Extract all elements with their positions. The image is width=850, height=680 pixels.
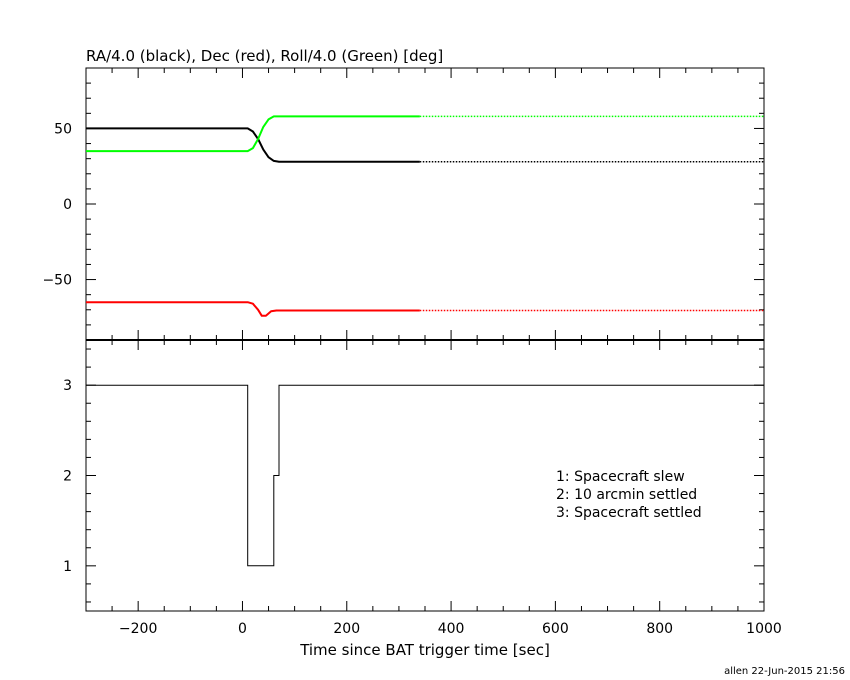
attitude-series bbox=[86, 115, 764, 317]
legend-slew: 1: Spacecraft slew bbox=[556, 469, 685, 485]
settle-step-line bbox=[86, 384, 764, 567]
settle-panel: 1 2 3 −200 0 200 400 600 800 1000 1: Spacecraft … bbox=[63, 339, 782, 659]
series-line-roll bbox=[86, 115, 420, 153]
settle-y-axis: 1 2 3 bbox=[63, 348, 764, 603]
y-tick-label: 0 bbox=[63, 197, 72, 213]
x-tick-label: 600 bbox=[542, 621, 569, 637]
y-tick-label: 50 bbox=[54, 121, 72, 137]
x-tick-label: 200 bbox=[333, 621, 360, 637]
y-tick-label: 3 bbox=[63, 378, 72, 394]
x-axis-label: Time since BAT trigger time [sec] bbox=[299, 641, 550, 659]
legend-10-arcmin: 2: 10 arcmin settled bbox=[556, 487, 697, 503]
x-tick-label: 1000 bbox=[746, 621, 782, 637]
series-line-ra bbox=[86, 127, 420, 163]
y-tick-label: 2 bbox=[63, 469, 72, 485]
x-tick-label: 0 bbox=[238, 621, 247, 637]
settle-x-axis: −200 0 200 400 600 800 1000 bbox=[111, 340, 782, 637]
series-line-dec bbox=[86, 301, 420, 317]
x-tick-label: 400 bbox=[438, 621, 465, 637]
y-tick-label: −50 bbox=[42, 273, 72, 289]
x-tick-label: −200 bbox=[119, 621, 157, 637]
legend-settled: 3: Spacecraft settled bbox=[556, 505, 702, 521]
footer-stamp: allen 22-Jun-2015 21:56 bbox=[724, 666, 845, 677]
settle-series bbox=[86, 384, 764, 567]
attitude-panel: RA/4.0 (black), Dec (red), Roll/4.0 (Gre… bbox=[42, 47, 765, 341]
y-tick-label: 1 bbox=[63, 559, 72, 575]
attitude-y-axis: −50 0 50 bbox=[42, 82, 764, 326]
x-tick-label: 800 bbox=[646, 621, 673, 637]
attitude-panel-frame bbox=[85, 67, 765, 341]
attitude-x-ticks bbox=[111, 68, 739, 340]
attitude-panel-title: RA/4.0 (black), Dec (red), Roll/4.0 (Gre… bbox=[86, 47, 443, 65]
